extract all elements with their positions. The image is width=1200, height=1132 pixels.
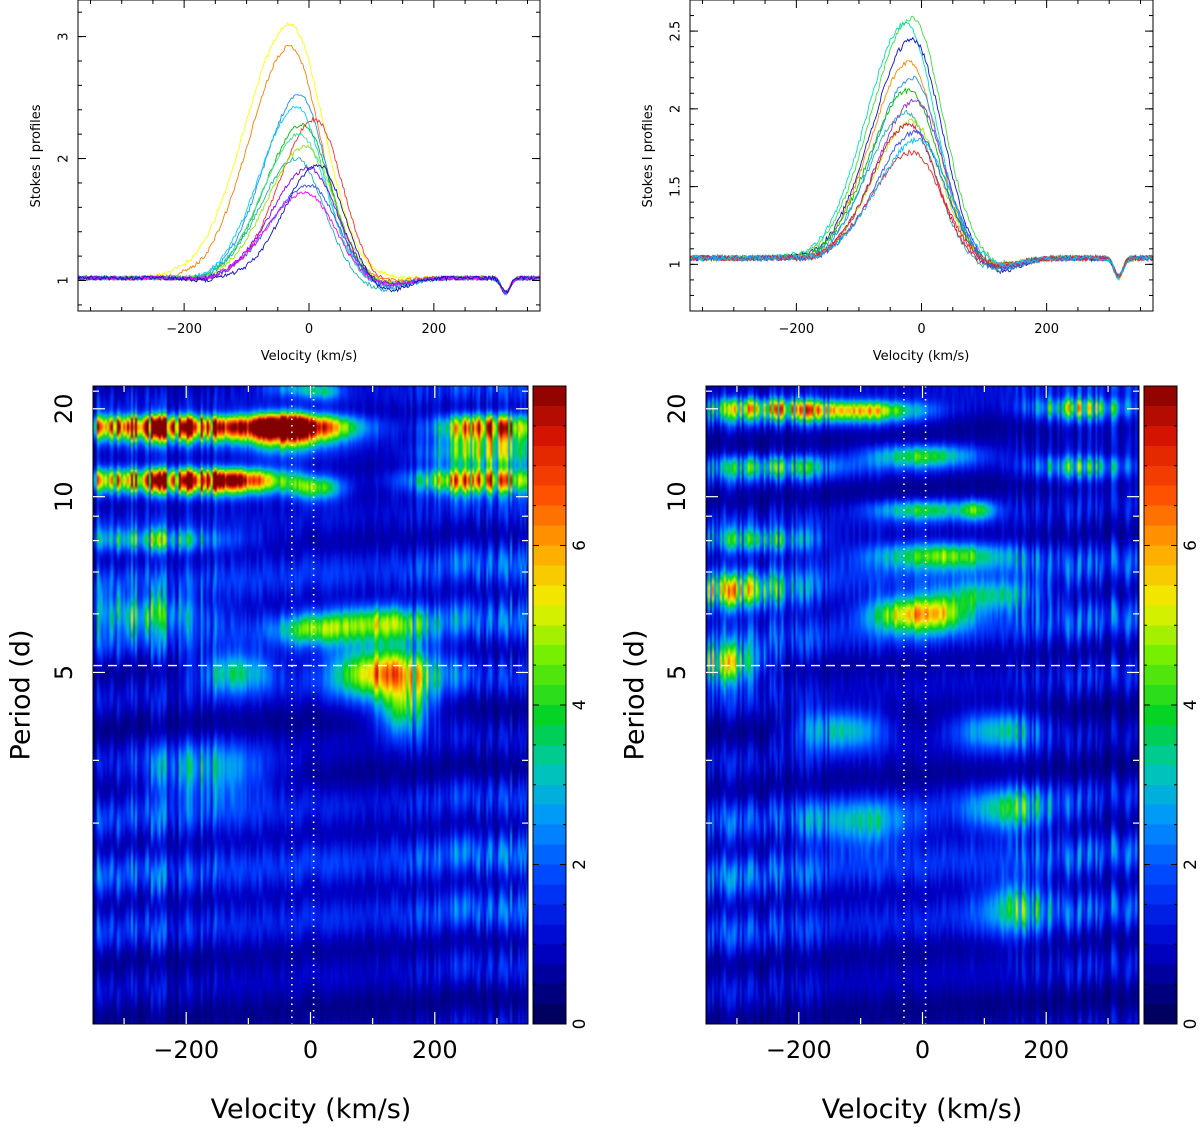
y-axis-label: Stokes I profiles bbox=[641, 104, 656, 207]
x-tick-label: 200 bbox=[421, 322, 446, 337]
x-tick-label: 200 bbox=[1034, 322, 1059, 337]
colorbar-tick-label: 4 bbox=[1181, 700, 1200, 711]
colorbar-tick-label: 0 bbox=[1181, 1019, 1200, 1030]
profile-series-line bbox=[690, 109, 1153, 280]
plot-frame bbox=[77, 0, 541, 312]
stokes-profile-series-group bbox=[690, 15, 1153, 281]
y-tick-label: 5 bbox=[50, 665, 78, 680]
profile-series-line bbox=[690, 118, 1153, 280]
x-tick-label: 200 bbox=[412, 1036, 458, 1064]
y-tick-label: 2.5 bbox=[669, 21, 684, 42]
x-axis-label: Velocity (km/s) bbox=[873, 349, 970, 364]
y-tick-label: 3 bbox=[57, 32, 72, 40]
y-tick-label: 1 bbox=[669, 260, 684, 268]
y-tick-label: 1 bbox=[57, 276, 72, 284]
y-tick-label: 20 bbox=[50, 394, 78, 425]
profile-series-line bbox=[78, 163, 540, 295]
colorbar-tick-label: 2 bbox=[570, 859, 590, 870]
x-tick-label: 0 bbox=[915, 1036, 930, 1064]
x-tick-label: 0 bbox=[917, 322, 925, 337]
reference-lines bbox=[93, 386, 528, 1024]
y-axis-label: Period (d) bbox=[6, 630, 37, 761]
bottom-left-periodogram-panel: −200 0 200 5 10 20 0 2 4 6 Velocity (km/s) Perio… bbox=[6, 385, 590, 1125]
profile-series-line bbox=[690, 136, 1153, 281]
profile-series-line bbox=[78, 21, 540, 294]
y-tick-label: 20 bbox=[663, 394, 691, 425]
colorbar-ticks: 0 2 4 6 bbox=[533, 425, 590, 1030]
profile-series-line bbox=[78, 116, 540, 294]
profile-series-line bbox=[690, 21, 1153, 279]
profile-series-line bbox=[690, 87, 1153, 281]
plot-frame bbox=[689, 0, 1154, 312]
reference-lines bbox=[706, 386, 1139, 1024]
stokes-profile-series-group bbox=[78, 21, 540, 296]
y-axis-label: Stokes I profiles bbox=[29, 104, 44, 207]
axis-ticks: −200 0 200 1 2 3 bbox=[57, 0, 540, 337]
x-tick-label: −200 bbox=[766, 1036, 832, 1064]
colorbar-tick-label: 2 bbox=[1181, 859, 1200, 870]
profile-series-line bbox=[78, 122, 540, 294]
x-tick-label: 200 bbox=[1023, 1036, 1069, 1064]
profile-series-line bbox=[78, 132, 540, 294]
top-left-profile-panel: −200 0 200 1 2 3 Velocity (km/s) Stokes I pro… bbox=[29, 0, 541, 364]
y-tick-label: 10 bbox=[50, 481, 78, 512]
x-tick-label: 0 bbox=[303, 1036, 318, 1064]
top-right-profile-panel: −200 0 200 1 1.5 2 2.5 Velocity (km/s) Stokes … bbox=[641, 0, 1154, 364]
profile-series-line bbox=[690, 129, 1153, 279]
colorbar-tick-label: 0 bbox=[570, 1019, 590, 1030]
y-tick-label: 5 bbox=[663, 665, 691, 680]
bottom-right-periodogram-panel: −200 0 200 5 10 20 0 2 4 6 Velocity (km/s) Perio… bbox=[620, 385, 1200, 1125]
x-tick-label: −200 bbox=[779, 322, 815, 337]
profile-series-line bbox=[78, 156, 540, 293]
y-tick-label: 2 bbox=[57, 154, 72, 162]
profile-series-line bbox=[690, 98, 1153, 279]
axis-ticks: −200 0 200 5 10 20 bbox=[50, 386, 528, 1064]
axis-ticks: −200 0 200 1 1.5 2 2.5 bbox=[669, 0, 1153, 337]
colorbar-ticks: 0 2 4 6 bbox=[1144, 425, 1200, 1030]
x-tick-label: −200 bbox=[166, 322, 202, 337]
y-tick-label: 2 bbox=[669, 105, 684, 113]
profile-series-line bbox=[78, 183, 540, 296]
x-tick-label: −200 bbox=[153, 1036, 219, 1064]
x-axis-label: Velocity (km/s) bbox=[822, 1094, 1023, 1125]
colorbar-tick-label: 4 bbox=[570, 700, 590, 711]
axis-ticks: −200 0 200 5 10 20 bbox=[663, 386, 1139, 1064]
y-tick-label: 1.5 bbox=[669, 176, 684, 197]
profile-series-line bbox=[78, 105, 540, 294]
periodogram-heatmap bbox=[93, 386, 528, 1024]
profile-series-line bbox=[690, 122, 1153, 277]
y-tick-label: 10 bbox=[663, 481, 691, 512]
periodogram-heatmap bbox=[706, 386, 1139, 1024]
profile-series-line bbox=[78, 190, 540, 293]
x-axis-label: Velocity (km/s) bbox=[211, 1094, 412, 1125]
profile-series-line bbox=[690, 60, 1153, 280]
colorbar-tick-label: 6 bbox=[1181, 540, 1200, 551]
colorbar-tick-label: 6 bbox=[570, 540, 590, 551]
y-axis-label: Period (d) bbox=[620, 630, 651, 761]
x-tick-label: 0 bbox=[305, 322, 313, 337]
x-axis-label: Velocity (km/s) bbox=[261, 349, 358, 364]
